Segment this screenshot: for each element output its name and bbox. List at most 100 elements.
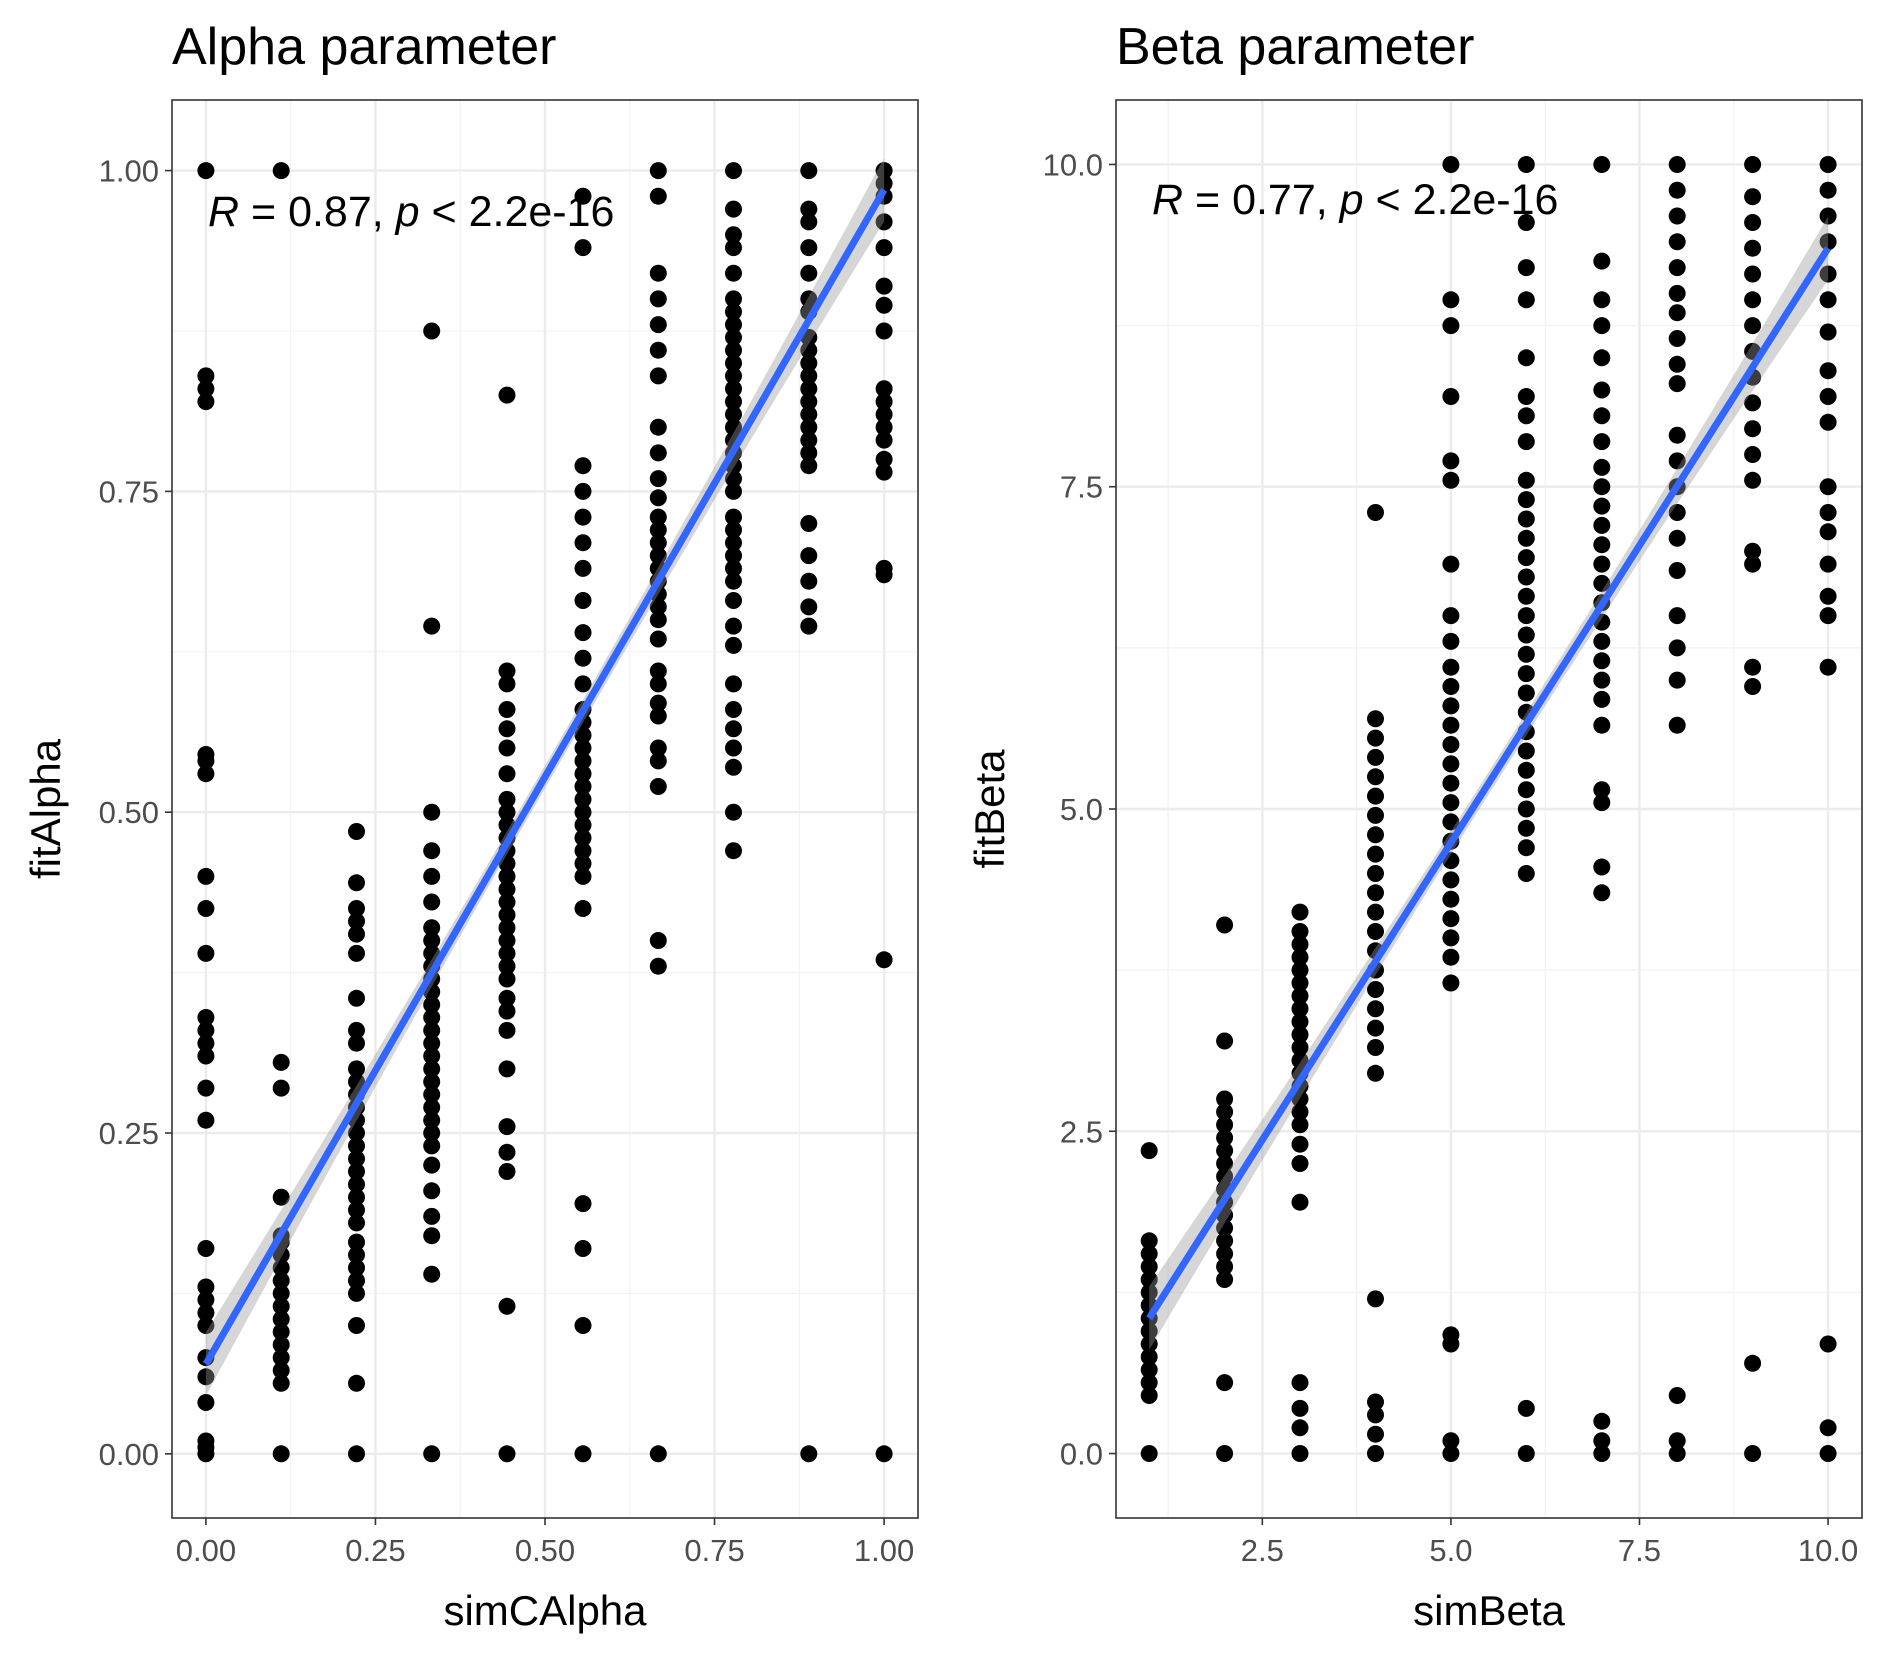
alpha-data-point <box>875 559 893 577</box>
alpha-data-point <box>423 1111 441 1129</box>
alpha-data-point <box>272 1284 290 1302</box>
alpha-data-point <box>498 944 516 962</box>
beta-data-point <box>1744 188 1762 206</box>
beta-data-point <box>1517 587 1535 605</box>
beta-panel: Beta parameter simBeta fitBeta R = 0.77,… <box>966 18 1863 1634</box>
beta-data-point <box>1216 1245 1234 1263</box>
beta-data-point <box>1593 497 1611 515</box>
beta-data-point <box>1291 1026 1309 1044</box>
beta-data-point <box>1140 1245 1158 1263</box>
beta-data-point <box>1517 1399 1535 1417</box>
annot-r-symbol: R <box>208 188 239 236</box>
alpha-data-point <box>348 1214 365 1232</box>
alpha-data-point <box>498 701 516 718</box>
beta-data-point <box>1140 1348 1158 1366</box>
beta-data-point <box>1668 562 1686 579</box>
alpha-data-point <box>423 1156 441 1174</box>
beta-data-point <box>1744 156 1762 173</box>
beta-data-point <box>1744 317 1762 335</box>
beta-data-point <box>1744 542 1762 560</box>
beta-data-point <box>1367 787 1384 805</box>
beta-data-point <box>1442 607 1460 625</box>
alpha-data-point <box>875 951 893 969</box>
beta-data-point <box>1216 1232 1234 1250</box>
beta-data-point <box>1517 1445 1535 1462</box>
alpha-data-point <box>272 1053 290 1071</box>
alpha-data-point <box>348 1124 365 1142</box>
alpha-data-point <box>348 925 365 943</box>
alpha-data-point <box>725 367 742 385</box>
beta-data-point <box>1291 1419 1309 1437</box>
alpha-data-point <box>348 1188 365 1206</box>
alpha-data-point <box>197 1432 215 1450</box>
beta-data-point <box>1367 504 1384 521</box>
beta-data-point <box>1819 156 1837 173</box>
alpha-data-point <box>423 1009 441 1026</box>
beta-data-point <box>1442 678 1460 695</box>
alpha-data-point <box>348 874 365 892</box>
beta-data-point <box>1291 903 1309 921</box>
beta-data-point <box>1442 388 1460 405</box>
beta-data-point <box>1140 1361 1158 1379</box>
beta-data-point <box>1668 1445 1686 1462</box>
alpha-data-point <box>875 296 893 314</box>
alpha-data-point <box>725 418 742 436</box>
alpha-data-point <box>649 418 667 436</box>
beta-data-point <box>1593 781 1611 799</box>
beta-x-tick-label: 10.0 <box>1798 1533 1858 1568</box>
alpha-data-point <box>498 957 516 975</box>
alpha-data-point <box>649 508 667 526</box>
alpha-regression-line <box>202 188 888 1366</box>
alpha-data-point <box>272 162 290 180</box>
beta-panel-title: Beta parameter <box>1116 18 1474 76</box>
alpha-data-point <box>197 1304 215 1322</box>
alpha-data-point <box>800 515 818 532</box>
alpha-data-point <box>875 393 893 411</box>
beta-data-point <box>1517 684 1535 702</box>
beta-data-point <box>1668 233 1686 251</box>
alpha-data-point <box>574 649 592 667</box>
alpha-data-point <box>800 393 818 411</box>
alpha-data-point <box>800 290 818 308</box>
beta-data-point <box>1216 1032 1234 1050</box>
alpha-data-point <box>875 239 893 257</box>
alpha-data-point <box>875 1445 893 1463</box>
beta-data-point <box>1442 890 1460 908</box>
alpha-data-point <box>498 1445 516 1463</box>
alpha-data-point <box>423 919 441 937</box>
beta-data-point <box>1442 736 1460 753</box>
beta-data-point <box>1744 658 1762 676</box>
alpha-data-point <box>649 707 667 725</box>
alpha-data-point <box>725 200 742 218</box>
alpha-data-point <box>197 367 215 385</box>
beta-data-point <box>1819 523 1837 541</box>
alpha-data-point <box>498 1297 516 1315</box>
alpha-data-point <box>498 386 516 404</box>
alpha-data-point <box>725 675 742 693</box>
alpha-data-point <box>498 867 516 885</box>
beta-data-point <box>1517 349 1535 367</box>
alpha-data-point <box>197 900 215 917</box>
alpha-data-point <box>574 752 592 770</box>
beta-data-point <box>1744 1445 1762 1462</box>
alpha-data-point <box>498 989 516 1007</box>
beta-data-point <box>1442 658 1460 676</box>
alpha-data-point <box>574 592 592 609</box>
alpha-data-point <box>197 1240 215 1257</box>
beta-data-point <box>1593 156 1611 173</box>
beta-data-point <box>1367 1000 1384 1018</box>
beta-data-point <box>1216 1142 1234 1160</box>
alpha-data-point <box>197 1394 215 1411</box>
alpha-data-point <box>197 944 215 962</box>
alpha-data-point <box>725 226 742 244</box>
beta-data-point <box>1291 987 1309 1005</box>
alpha-data-point <box>725 405 742 423</box>
beta-data-point <box>1819 607 1837 625</box>
alpha-data-point <box>423 867 441 885</box>
alpha-data-point <box>574 1317 592 1334</box>
beta-data-point <box>1140 1387 1158 1404</box>
beta-data-point <box>1442 852 1460 870</box>
alpha-data-point <box>498 880 516 898</box>
beta-data-point <box>1517 214 1535 231</box>
beta-data-point <box>1517 568 1535 586</box>
